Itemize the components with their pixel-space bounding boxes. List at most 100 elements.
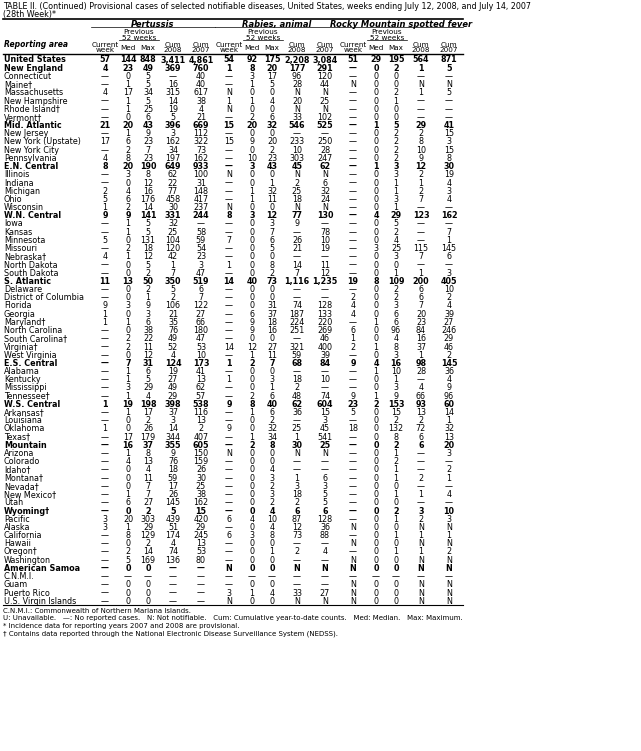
Text: 0: 0 (249, 367, 254, 376)
Text: 33: 33 (292, 113, 302, 122)
Text: Idaho†: Idaho† (4, 466, 30, 475)
Text: 15: 15 (224, 121, 235, 130)
Text: 1: 1 (373, 162, 379, 171)
Text: N: N (226, 89, 232, 98)
Text: 4: 4 (394, 236, 399, 245)
Text: 0: 0 (374, 129, 378, 138)
Text: 4: 4 (146, 392, 151, 401)
Text: Oregon†: Oregon† (4, 547, 38, 556)
Text: N: N (418, 589, 424, 598)
Text: 0: 0 (249, 170, 254, 179)
Text: 30: 30 (168, 203, 178, 212)
Text: 5: 5 (126, 556, 131, 565)
Text: 0: 0 (374, 219, 378, 228)
Text: 10: 10 (444, 285, 454, 294)
Text: * Incidence data for reporting years 2007 and 2008 are provisional.: * Incidence data for reporting years 200… (3, 623, 240, 629)
Text: 1: 1 (269, 547, 274, 556)
Text: 848: 848 (140, 56, 156, 65)
Text: N: N (350, 597, 356, 606)
Text: 120: 120 (317, 72, 333, 81)
Text: 0: 0 (269, 294, 274, 303)
Text: 0: 0 (374, 179, 378, 188)
Text: 11: 11 (99, 277, 110, 286)
Text: —: — (417, 572, 425, 581)
Text: 9: 9 (446, 384, 451, 393)
Text: 17: 17 (123, 433, 133, 442)
Text: 17: 17 (168, 482, 178, 491)
Text: 5: 5 (171, 113, 176, 122)
Text: 2: 2 (419, 416, 424, 425)
Text: 57: 57 (196, 392, 206, 401)
Text: 115: 115 (413, 244, 429, 253)
Text: —: — (321, 457, 329, 466)
Text: 15: 15 (391, 408, 401, 417)
Text: —: — (225, 523, 233, 532)
Text: 2: 2 (294, 384, 299, 393)
Text: 34: 34 (168, 146, 178, 155)
Text: 20: 20 (292, 96, 302, 105)
Text: 19: 19 (168, 367, 178, 376)
Text: Louisiana: Louisiana (4, 416, 42, 425)
Text: 14: 14 (224, 277, 235, 286)
Text: 0: 0 (125, 564, 131, 573)
Text: 0: 0 (373, 441, 379, 450)
Text: 2: 2 (373, 400, 379, 409)
Text: 53: 53 (196, 547, 206, 556)
Text: 7: 7 (146, 490, 151, 499)
Text: 66: 66 (196, 318, 206, 327)
Text: 1: 1 (126, 104, 131, 113)
Text: 2: 2 (249, 113, 254, 122)
Text: U: Unavailable.   —: No reported cases.   N: Not notifiable.   Cum: Cumulative y: U: Unavailable. —: No reported cases. N:… (3, 615, 463, 621)
Text: 3: 3 (146, 309, 151, 318)
Text: 0: 0 (249, 564, 254, 573)
Text: —: — (101, 285, 109, 294)
Text: 0: 0 (374, 80, 378, 89)
Text: 49: 49 (142, 64, 153, 73)
Text: 2: 2 (394, 154, 399, 163)
Text: Current: Current (339, 42, 367, 48)
Text: 20: 20 (246, 121, 258, 130)
Text: —: — (321, 539, 329, 548)
Text: 84: 84 (416, 326, 426, 335)
Text: 1: 1 (126, 523, 131, 532)
Text: 0: 0 (393, 564, 399, 573)
Text: 42: 42 (168, 252, 178, 261)
Text: 104: 104 (165, 236, 181, 245)
Text: 0: 0 (394, 597, 399, 606)
Text: 21: 21 (196, 113, 206, 122)
Text: 4: 4 (447, 195, 451, 204)
Text: 18: 18 (348, 424, 358, 433)
Text: 195: 195 (388, 56, 404, 65)
Text: 19: 19 (444, 170, 454, 179)
Text: 2: 2 (146, 539, 151, 548)
Text: 0: 0 (125, 506, 131, 515)
Text: 3: 3 (269, 474, 274, 483)
Text: 7: 7 (269, 359, 275, 368)
Text: 12: 12 (143, 179, 153, 188)
Text: 11: 11 (267, 195, 277, 204)
Text: 1: 1 (249, 351, 254, 360)
Text: —: — (101, 342, 109, 351)
Text: † Contains data reported through the National Electronic Disease Surveillance Sy: † Contains data reported through the Nat… (3, 630, 338, 637)
Text: 3: 3 (294, 482, 299, 491)
Text: 0: 0 (269, 89, 274, 98)
Text: 2: 2 (103, 187, 108, 196)
Text: 2: 2 (393, 441, 399, 450)
Text: New Jersey: New Jersey (4, 129, 48, 138)
Text: 1: 1 (103, 203, 108, 212)
Text: 5: 5 (103, 195, 108, 204)
Text: 0: 0 (394, 113, 399, 122)
Text: 11: 11 (320, 261, 330, 270)
Text: —: — (293, 129, 301, 138)
Text: 0: 0 (249, 269, 254, 278)
Text: 564: 564 (413, 56, 429, 65)
Text: 1: 1 (103, 318, 108, 327)
Text: 8: 8 (249, 400, 255, 409)
Text: N: N (226, 203, 232, 212)
Text: 174: 174 (165, 531, 181, 540)
Text: 0: 0 (374, 424, 378, 433)
Text: 187: 187 (290, 309, 304, 318)
Text: 45: 45 (292, 162, 303, 171)
Text: N: N (322, 104, 328, 113)
Text: —: — (293, 581, 301, 590)
